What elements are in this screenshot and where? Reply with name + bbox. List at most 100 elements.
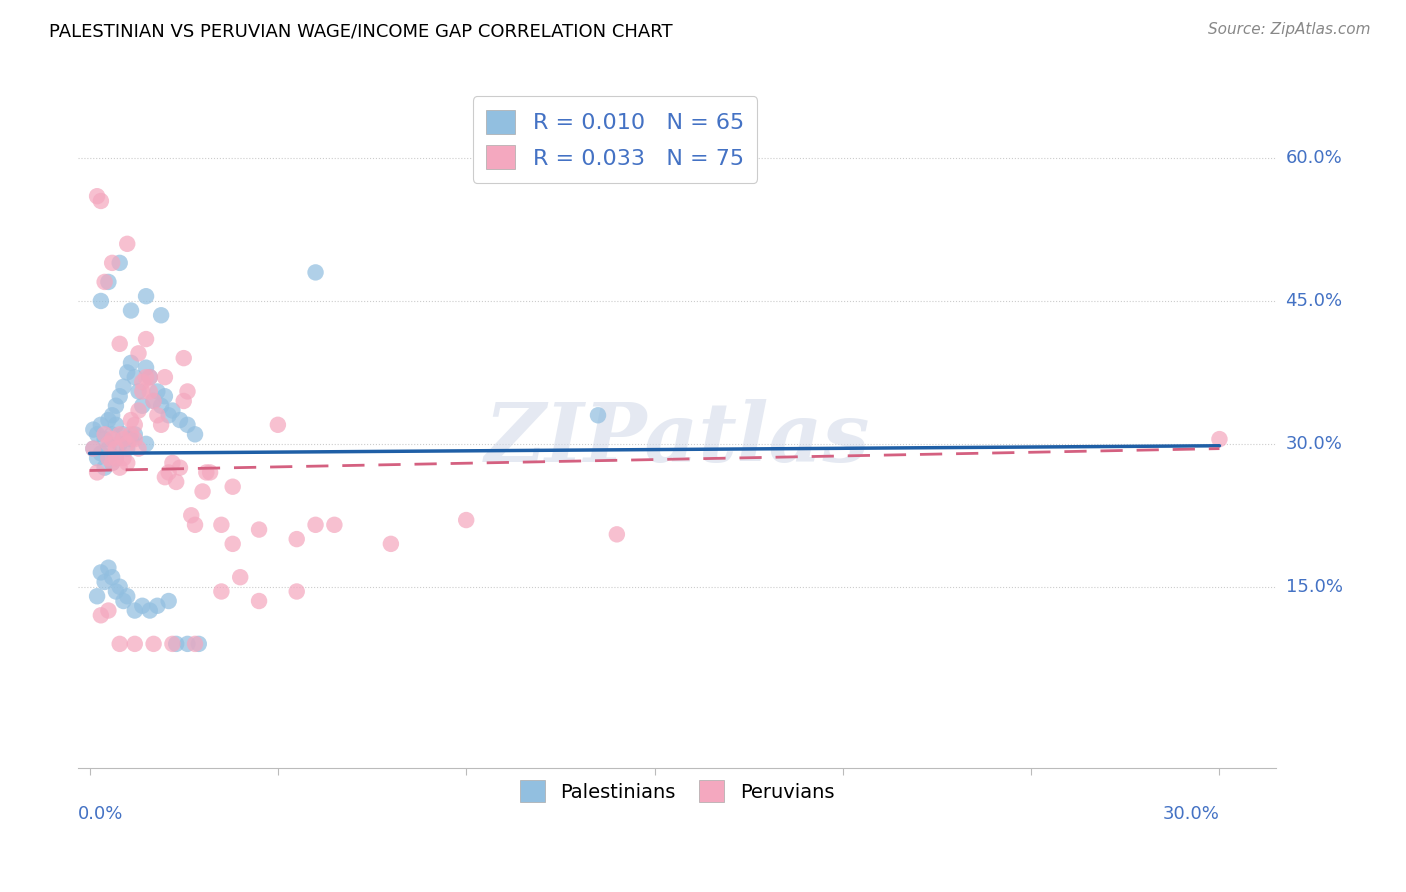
- Point: [176, 417, 198, 432]
- Point: [456, 513, 478, 527]
- Point: [209, 584, 232, 599]
- Point: [131, 399, 153, 413]
- Point: [115, 456, 138, 470]
- Text: 30.0%: 30.0%: [1285, 435, 1343, 453]
- Point: [176, 384, 198, 399]
- Point: [120, 432, 142, 446]
- Point: [139, 384, 162, 399]
- Text: 60.0%: 60.0%: [1285, 149, 1343, 167]
- Point: [606, 527, 628, 541]
- Point: [101, 432, 124, 446]
- Point: [93, 432, 115, 446]
- Point: [108, 427, 131, 442]
- Text: ZIPatlas: ZIPatlas: [484, 399, 870, 478]
- Point: [285, 532, 308, 546]
- Point: [104, 451, 127, 466]
- Point: [285, 584, 308, 599]
- Point: [124, 417, 146, 432]
- Point: [169, 460, 191, 475]
- Point: [128, 384, 150, 399]
- Point: [135, 437, 157, 451]
- Point: [153, 389, 176, 403]
- Point: [82, 423, 104, 437]
- Point: [104, 584, 127, 599]
- Point: [104, 451, 127, 466]
- Text: 45.0%: 45.0%: [1285, 292, 1343, 310]
- Point: [108, 437, 131, 451]
- Point: [157, 594, 180, 608]
- Text: 0.0%: 0.0%: [79, 805, 124, 823]
- Point: [380, 537, 402, 551]
- Point: [173, 351, 195, 365]
- Point: [82, 442, 104, 456]
- Point: [112, 427, 135, 442]
- Point: [101, 570, 124, 584]
- Point: [128, 346, 150, 360]
- Point: [247, 523, 270, 537]
- Point: [150, 399, 173, 413]
- Point: [108, 580, 131, 594]
- Point: [184, 637, 207, 651]
- Point: [131, 599, 153, 613]
- Point: [120, 303, 142, 318]
- Point: [586, 409, 609, 423]
- Point: [176, 637, 198, 651]
- Point: [165, 475, 187, 489]
- Point: [115, 442, 138, 456]
- Point: [101, 456, 124, 470]
- Point: [131, 384, 153, 399]
- Point: [108, 389, 131, 403]
- Point: [90, 293, 112, 308]
- Point: [101, 427, 124, 442]
- Point: [97, 603, 120, 617]
- Point: [247, 594, 270, 608]
- Point: [146, 599, 169, 613]
- Point: [191, 484, 214, 499]
- Point: [209, 517, 232, 532]
- Point: [124, 370, 146, 384]
- Point: [162, 637, 184, 651]
- Point: [135, 360, 157, 375]
- Point: [101, 409, 124, 423]
- Point: [112, 451, 135, 466]
- Point: [229, 570, 252, 584]
- Point: [108, 637, 131, 651]
- Point: [108, 256, 131, 270]
- Text: PALESTINIAN VS PERUVIAN WAGE/INCOME GAP CORRELATION CHART: PALESTINIAN VS PERUVIAN WAGE/INCOME GAP …: [49, 22, 673, 40]
- Point: [97, 560, 120, 574]
- Point: [86, 589, 108, 603]
- Point: [267, 417, 290, 432]
- Point: [323, 517, 346, 532]
- Point: [115, 236, 138, 251]
- Point: [104, 399, 127, 413]
- Point: [93, 574, 115, 589]
- Point: [90, 417, 112, 432]
- Point: [124, 432, 146, 446]
- Point: [135, 289, 157, 303]
- Point: [150, 417, 173, 432]
- Point: [180, 508, 202, 523]
- Point: [90, 194, 112, 208]
- Point: [97, 442, 120, 456]
- Point: [97, 437, 120, 451]
- Point: [142, 637, 165, 651]
- Point: [221, 480, 243, 494]
- Point: [165, 637, 187, 651]
- Point: [101, 456, 124, 470]
- Point: [128, 403, 150, 417]
- Point: [93, 427, 115, 442]
- Point: [112, 432, 135, 446]
- Point: [124, 427, 146, 442]
- Point: [135, 370, 157, 384]
- Point: [139, 603, 162, 617]
- Point: [139, 370, 162, 384]
- Text: 30.0%: 30.0%: [1163, 805, 1219, 823]
- Point: [157, 466, 180, 480]
- Point: [93, 460, 115, 475]
- Point: [112, 594, 135, 608]
- Point: [198, 466, 221, 480]
- Point: [93, 275, 115, 289]
- Point: [184, 427, 207, 442]
- Point: [304, 265, 326, 279]
- Point: [112, 380, 135, 394]
